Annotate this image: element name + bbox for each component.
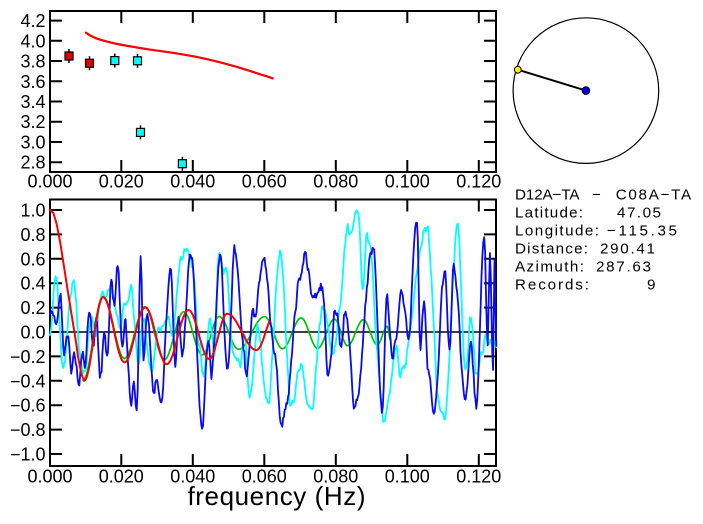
svg-text:0.000: 0.000 (27, 172, 72, 192)
svg-text:−0.4: −0.4 (10, 371, 46, 391)
svg-text:0.8: 0.8 (20, 225, 45, 245)
svg-text:0.020: 0.020 (99, 172, 144, 192)
svg-text:frequency (Hz): frequency (Hz) (188, 481, 366, 511)
svg-text:9: 9 (647, 277, 655, 294)
svg-text:0.2: 0.2 (20, 298, 45, 318)
svg-text:Records:: Records: (515, 277, 589, 294)
svg-text:Distance:: Distance: (515, 241, 588, 258)
svg-text:0.080: 0.080 (313, 467, 358, 487)
svg-text:0.060: 0.060 (242, 172, 287, 192)
svg-text:290.41: 290.41 (600, 241, 655, 258)
svg-text:0.040: 0.040 (170, 467, 215, 487)
svg-text:0.040: 0.040 (170, 172, 215, 192)
svg-text:−0.2: −0.2 (10, 347, 46, 367)
svg-text:−0.6: −0.6 (10, 396, 46, 416)
svg-text:2.8: 2.8 (20, 153, 45, 173)
svg-text:0.120: 0.120 (456, 467, 501, 487)
svg-text:−0.8: −0.8 (10, 420, 46, 440)
svg-text:Azimuth:: Azimuth: (515, 259, 584, 276)
svg-text:3.8: 3.8 (20, 52, 45, 72)
svg-text:Latitude:: Latitude: (515, 205, 583, 222)
svg-text:Longitude:: Longitude: (515, 223, 599, 240)
svg-text:3.4: 3.4 (20, 92, 45, 112)
svg-text:0.020: 0.020 (99, 467, 144, 487)
svg-text:C08A−TA: C08A−TA (616, 187, 692, 204)
svg-text:3.6: 3.6 (20, 72, 45, 92)
svg-text:4.2: 4.2 (20, 11, 45, 31)
svg-text:3.2: 3.2 (20, 112, 45, 132)
svg-text:0.060: 0.060 (242, 467, 287, 487)
svg-text:−115.35: −115.35 (607, 223, 677, 240)
svg-text:0.080: 0.080 (313, 172, 358, 192)
svg-text:−: − (592, 187, 601, 204)
svg-text:0.000: 0.000 (27, 467, 72, 487)
svg-text:0.120: 0.120 (456, 172, 501, 192)
svg-text:3.0: 3.0 (20, 133, 45, 153)
svg-text:0.100: 0.100 (385, 172, 430, 192)
svg-text:−1.0: −1.0 (10, 445, 46, 465)
svg-text:D12A−TA: D12A−TA (515, 187, 580, 204)
svg-text:47.05: 47.05 (617, 205, 661, 222)
svg-text:0.4: 0.4 (20, 274, 45, 294)
svg-text:1.0: 1.0 (20, 201, 45, 221)
svg-text:0.100: 0.100 (385, 467, 430, 487)
svg-text:0.0: 0.0 (20, 323, 45, 343)
svg-text:0.6: 0.6 (20, 249, 45, 269)
svg-text:4.0: 4.0 (20, 31, 45, 51)
svg-text:287.63: 287.63 (596, 259, 651, 276)
